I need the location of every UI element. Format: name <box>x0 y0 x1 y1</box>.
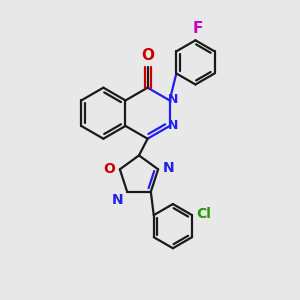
Text: N: N <box>112 193 124 207</box>
Text: F: F <box>193 21 203 36</box>
Text: O: O <box>141 48 154 63</box>
Text: N: N <box>167 93 178 106</box>
Text: N: N <box>163 161 174 175</box>
Text: N: N <box>167 119 178 133</box>
Text: Cl: Cl <box>196 207 211 221</box>
Text: O: O <box>103 162 116 176</box>
